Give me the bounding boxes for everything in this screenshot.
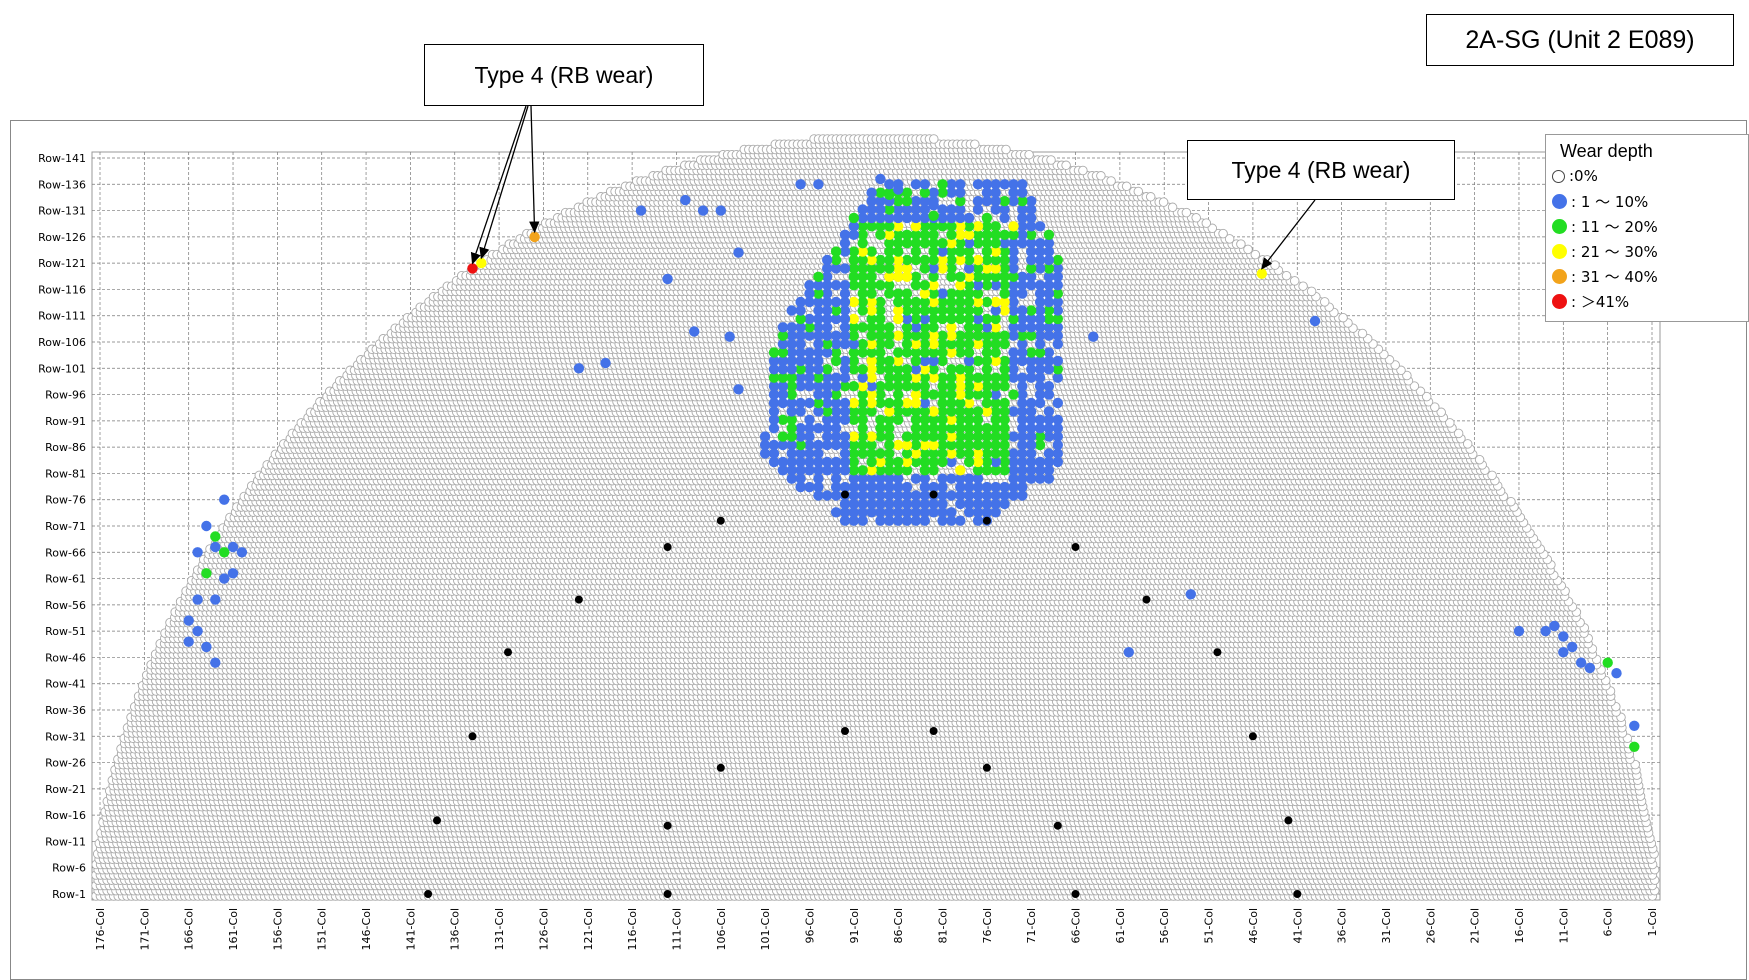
tube-map-plot: Row-141Row-136Row-131Row-126Row-121Row-1… <box>0 0 1749 980</box>
